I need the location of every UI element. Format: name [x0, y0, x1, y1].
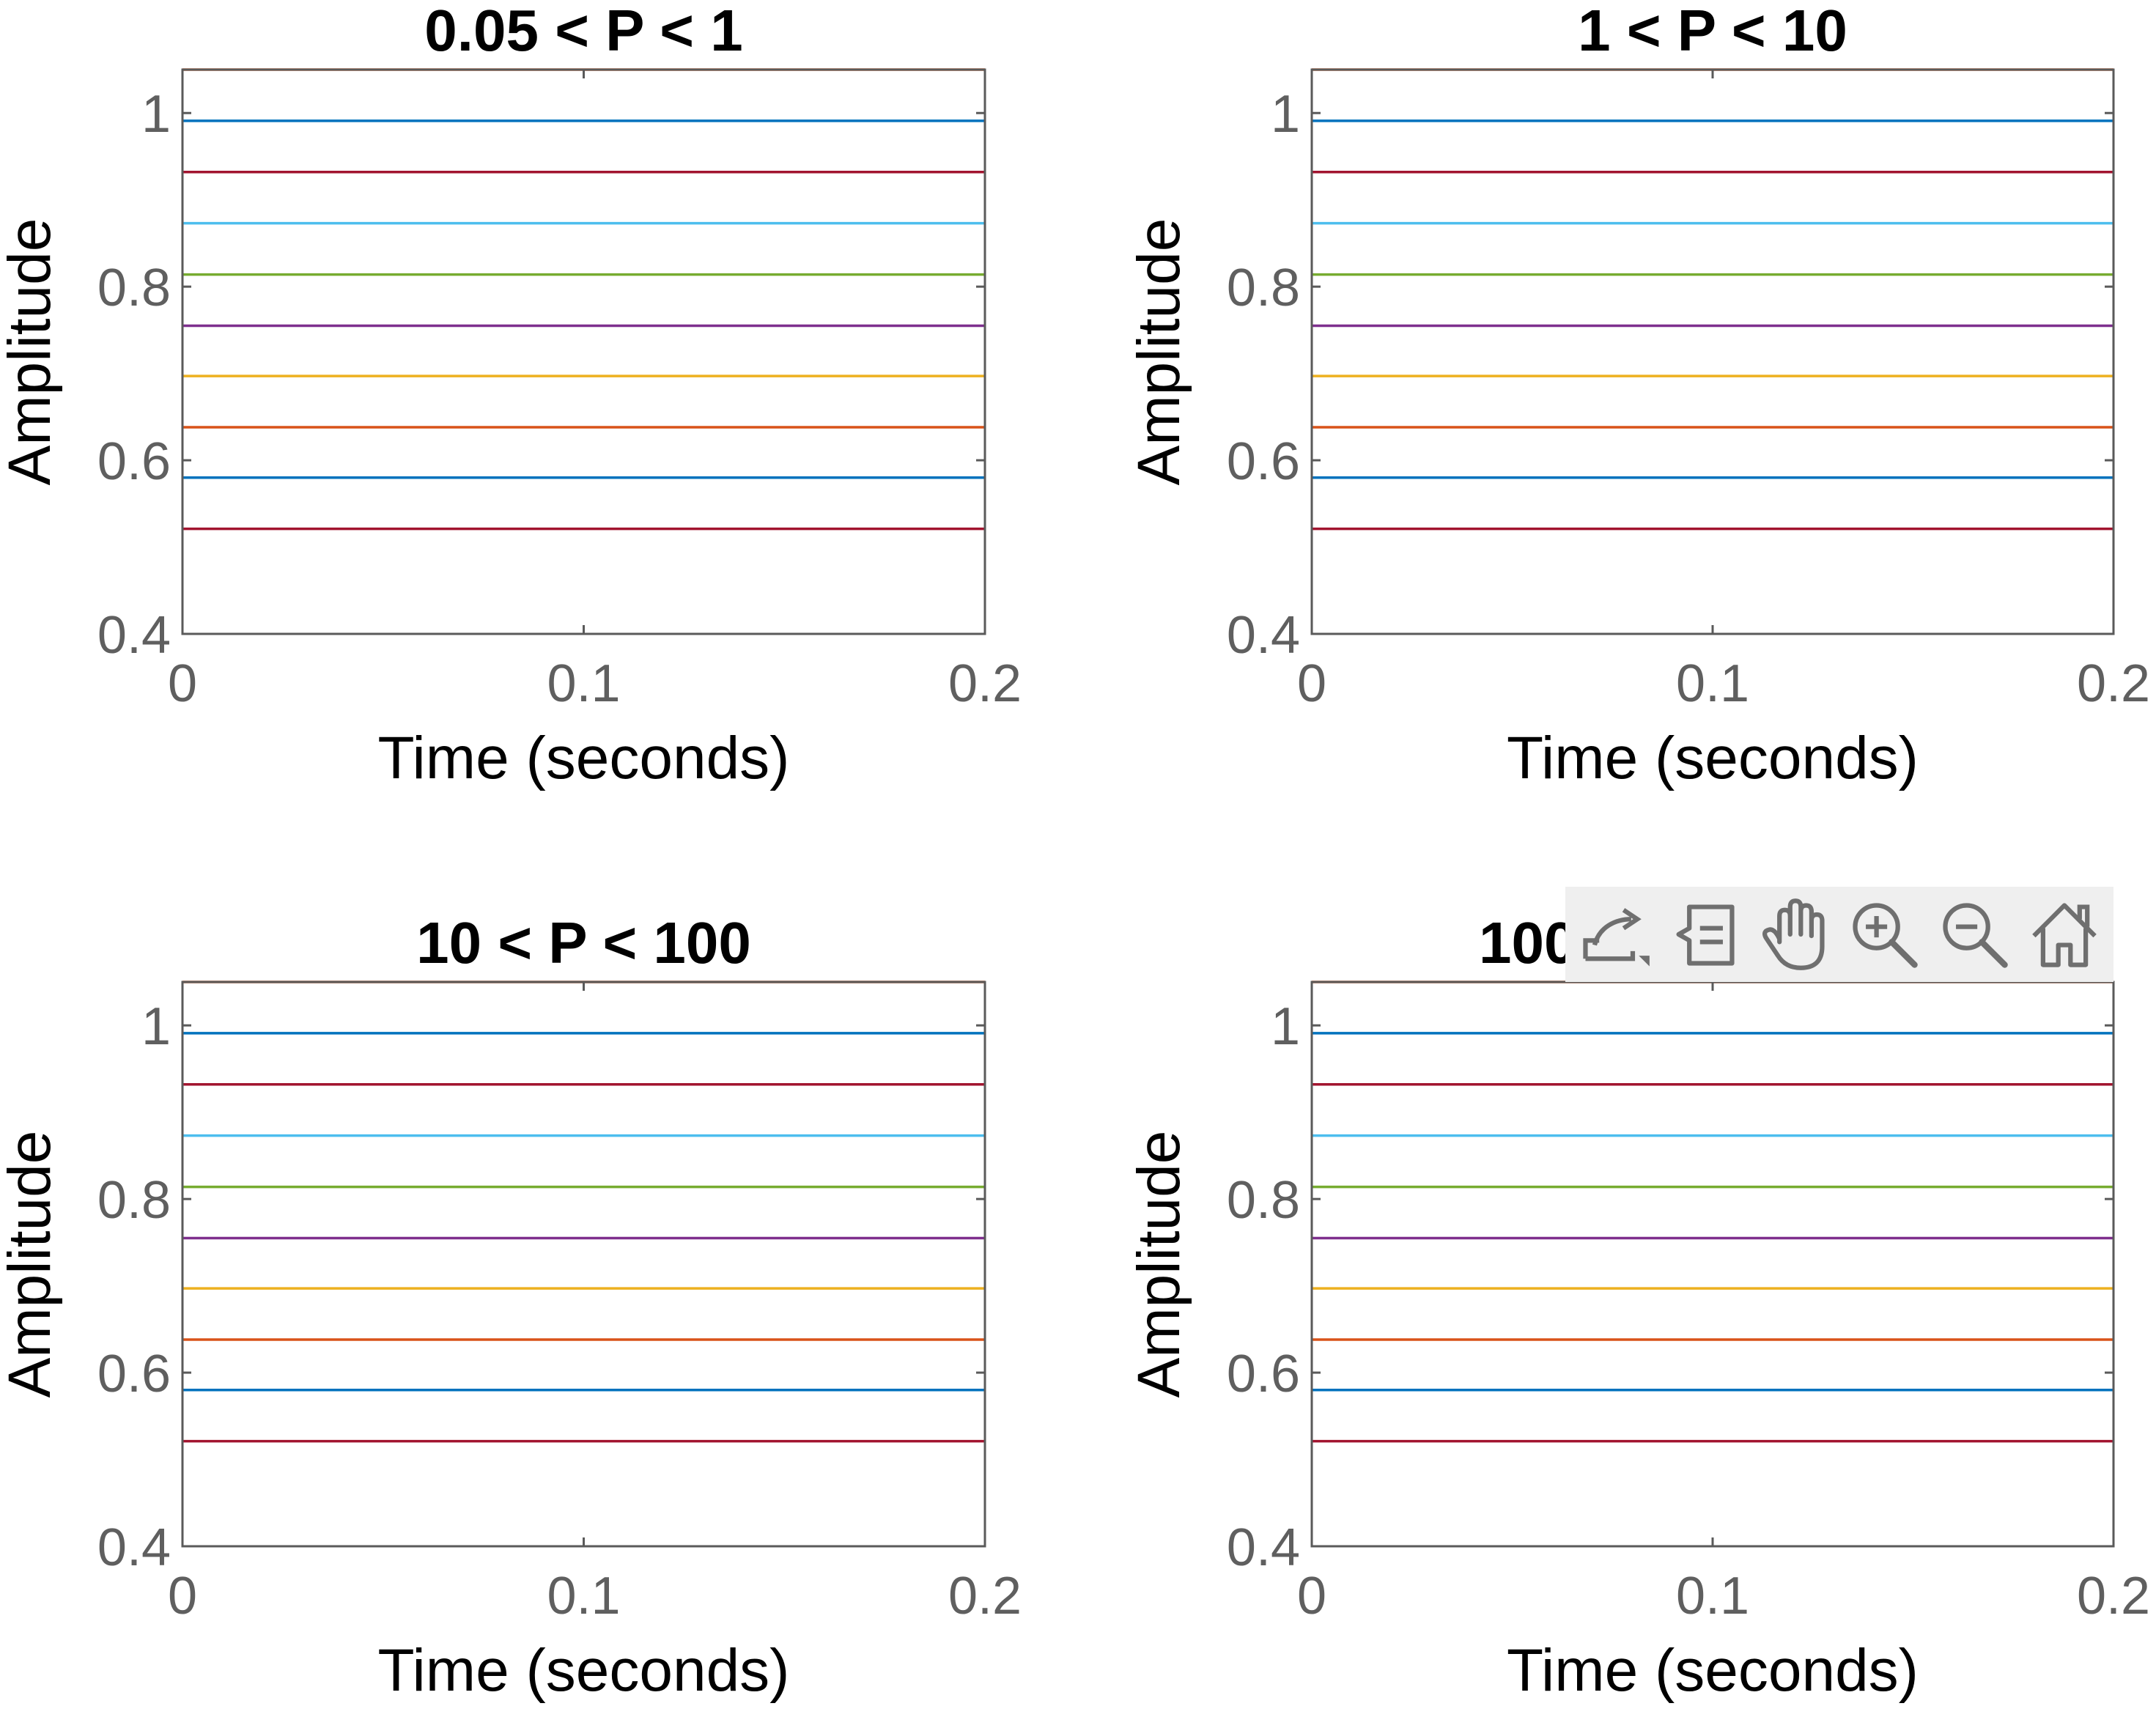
- axes-toolbar: [1565, 887, 2113, 982]
- export-icon: [1583, 908, 1650, 967]
- home-icon: [2031, 903, 2097, 967]
- subplot-4: 0.4 0.6 0.8 1 0 0.1 0.2 Time (seconds) Amplitude…: [1126, 910, 2150, 1704]
- subplot-2: 0.4 0.6 0.8 1 0 0.1 0.2 Time (seconds) Amplitude…: [1126, 0, 2150, 791]
- y-tick-label: 0.6: [1227, 1345, 1300, 1403]
- axes-box: [1310, 68, 2115, 635]
- subplot-3: 0.4 0.6 0.8 1 0 0.1 0.2 Time (seconds) Amplitude…: [0, 910, 1022, 1704]
- y-axis-label: Amplitude: [0, 1131, 63, 1398]
- y-tick-label: 1: [1271, 997, 1300, 1056]
- y-tick-label: 0.4: [97, 606, 171, 665]
- y-tick-label: 0.6: [97, 432, 171, 491]
- x-tick-label: 0.1: [1676, 654, 1749, 713]
- x-tick-label: 0.1: [547, 654, 620, 713]
- axes-box: [1310, 981, 2115, 1548]
- y-axis-label: Amplitude: [1126, 218, 1192, 486]
- y-tick-label: 0.4: [97, 1518, 171, 1577]
- x-axis-label: Time (seconds): [378, 1637, 790, 1704]
- x-tick-label: 0.2: [2077, 654, 2150, 713]
- y-axis-label: Amplitude: [1126, 1131, 1192, 1398]
- x-tick-label: 0: [1297, 654, 1326, 713]
- data-tips-button[interactable]: [1665, 895, 1744, 974]
- y-tick-label: 0.8: [1227, 1171, 1300, 1230]
- zoom-in-icon: [1853, 903, 1919, 968]
- y-axis-label: Amplitude: [0, 218, 63, 486]
- y-tick-label: 0.6: [1227, 432, 1300, 491]
- y-tick-label: 1: [141, 997, 171, 1056]
- x-axis-label: Time (seconds): [378, 725, 790, 791]
- zoom-out-button[interactable]: [1935, 895, 2014, 974]
- axes-box: [181, 68, 986, 635]
- subplot-title: 1 < P < 10: [1578, 0, 1847, 63]
- zoom-out-icon: [1943, 903, 2008, 968]
- x-tick-label: 0: [1297, 1567, 1326, 1625]
- x-tick-label: 0.1: [1676, 1567, 1749, 1625]
- y-tick-label: 0.6: [97, 1345, 171, 1403]
- y-tick-label: 0.4: [1227, 606, 1300, 665]
- y-tick-label: 0.8: [97, 1171, 171, 1230]
- x-tick-label: 0.2: [948, 1567, 1022, 1625]
- x-tick-label: 0: [168, 654, 197, 713]
- pan-button[interactable]: [1755, 895, 1834, 974]
- export-button[interactable]: [1575, 895, 1654, 974]
- data-tips-icon: [1676, 904, 1735, 966]
- y-tick-label: 1: [1271, 85, 1300, 144]
- subplot-title: 10 < P < 100: [416, 910, 751, 975]
- subplot-1: 0.4 0.6 0.8 1 0 0.1 0.2 Time (seconds) Amplitude…: [0, 0, 1022, 791]
- y-tick-label: 1: [141, 85, 171, 144]
- y-tick-label: 0.8: [97, 259, 171, 317]
- zoom-in-button[interactable]: [1845, 895, 1924, 974]
- x-tick-label: 0: [168, 1567, 197, 1625]
- x-axis-label: Time (seconds): [1507, 725, 1919, 791]
- subplot-title: 100: [1479, 910, 1576, 975]
- x-tick-label: 0.2: [2077, 1567, 2150, 1625]
- x-tick-label: 0.1: [547, 1567, 620, 1625]
- pan-icon: [1762, 898, 1825, 970]
- subplot-title: 0.05 < P < 1: [424, 0, 742, 63]
- y-tick-label: 0.8: [1227, 259, 1300, 317]
- x-tick-label: 0.2: [948, 654, 1022, 713]
- x-axis-label: Time (seconds): [1507, 1637, 1919, 1704]
- y-tick-label: 0.4: [1227, 1518, 1300, 1577]
- axes-box: [181, 981, 986, 1548]
- home-button[interactable]: [2025, 895, 2104, 974]
